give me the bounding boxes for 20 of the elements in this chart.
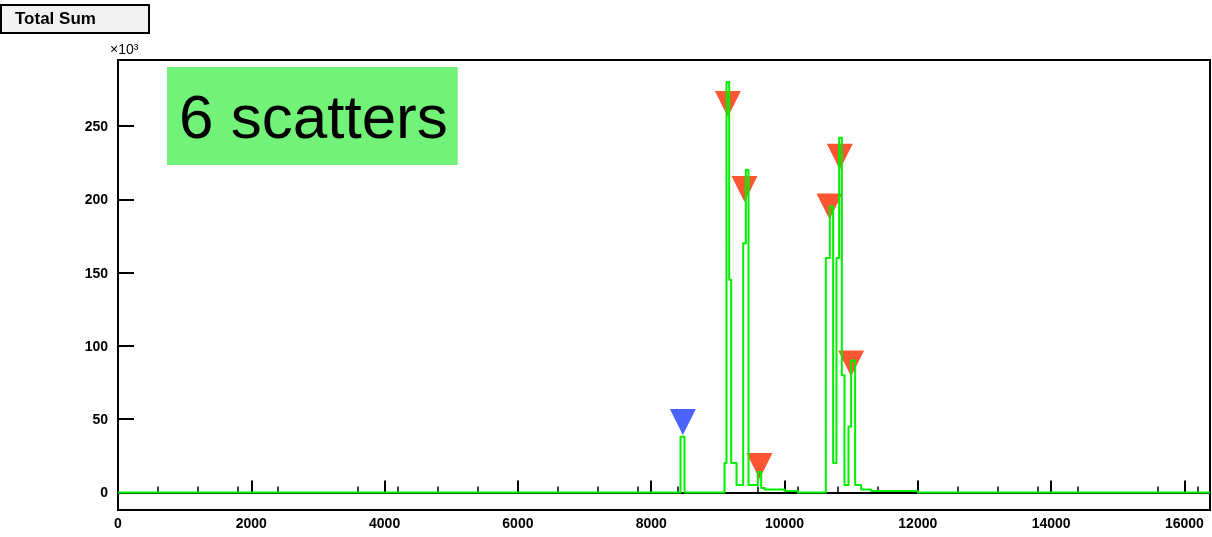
y-tick-label: 100 [84, 337, 109, 354]
x-tick-label: 6000 [502, 515, 534, 531]
annotation: 6 scatters [179, 81, 448, 151]
x-tick-label: 0 [114, 515, 123, 531]
point [746, 453, 773, 480]
x-tick-label: 8000 [635, 515, 667, 531]
y-tick-label: 50 [92, 411, 109, 428]
x-tick-label: 4000 [369, 515, 401, 531]
y-tick-label: 0 [100, 484, 109, 501]
x-tick-label: 2000 [235, 515, 268, 531]
y-tick-label: 250 [84, 117, 109, 134]
x-tick-label: 14000 [1031, 515, 1071, 531]
chart-title: Total Sum [15, 9, 96, 28]
y-axis-title: ×10³ [110, 41, 139, 57]
x-tick-label: 16000 [1164, 515, 1205, 531]
x-tick-label: 10000 [765, 515, 805, 531]
y-tick-label: 150 [84, 264, 109, 281]
y-tick-label: 200 [84, 191, 109, 208]
x-tick-label: 12000 [898, 515, 938, 531]
point [669, 409, 696, 436]
